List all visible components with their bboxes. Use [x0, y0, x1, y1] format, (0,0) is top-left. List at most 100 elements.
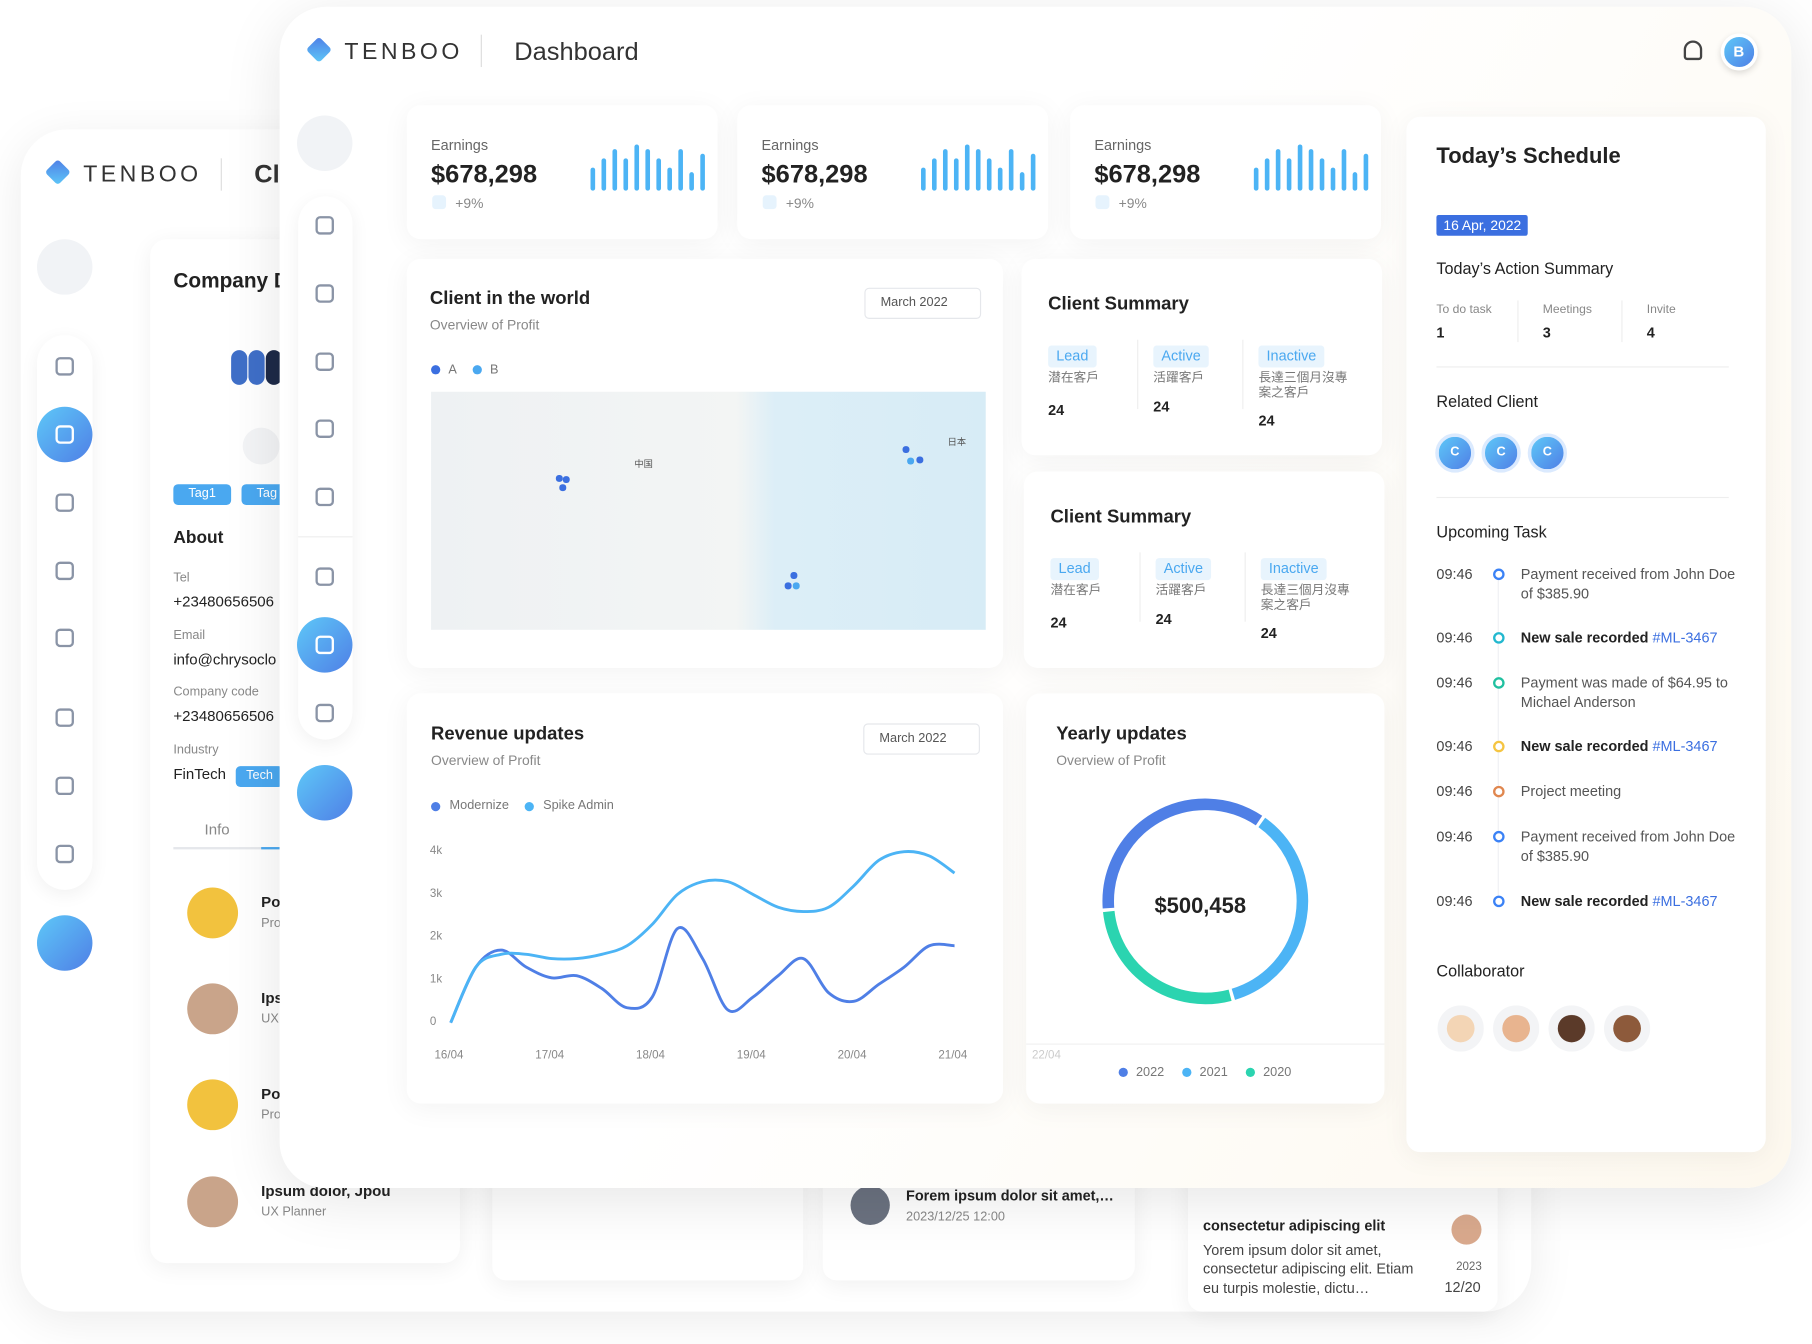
task-time: 09:46	[1436, 892, 1473, 909]
card-subtitle: Overview of Profit	[1056, 752, 1166, 769]
legend-label: 2022	[1135, 1065, 1165, 1080]
task-link[interactable]: #ML-3467	[1652, 629, 1718, 646]
add-button[interactable]	[36, 915, 93, 971]
legend-label: 2021	[1199, 1065, 1228, 1080]
avatar	[187, 1079, 239, 1131]
task-label: New sale recorded	[1520, 738, 1649, 755]
avatar	[850, 1185, 890, 1225]
task-label: New sale recorded	[1520, 629, 1649, 646]
field-value: info@chrysoclo	[173, 650, 277, 668]
card-title: Client Summary	[1050, 507, 1192, 528]
back-button[interactable]	[296, 115, 353, 172]
task-text: New sale recorded #ML-3467	[1521, 892, 1741, 912]
timeline	[1497, 580, 1499, 898]
x-tick-label: 19/04	[736, 1049, 766, 1063]
person-role: Pro	[261, 1108, 281, 1123]
field-value: FinTech	[173, 764, 226, 782]
dropdown[interactable]	[864, 287, 982, 319]
card-subtitle: Overview of Profit	[429, 316, 540, 333]
nav-icon	[55, 561, 74, 581]
company-logo	[231, 350, 248, 385]
person-role: Pro	[261, 916, 281, 931]
add-button[interactable]	[296, 765, 353, 821]
tag: Tag	[241, 484, 293, 505]
legend-label: A	[448, 363, 457, 378]
x-tick-label: 17/04	[535, 1049, 565, 1063]
summary-value: 1	[1436, 324, 1445, 341]
task-dot	[1493, 895, 1505, 908]
earnings-value: $678,298	[1094, 159, 1201, 189]
client-avatar[interactable]	[1435, 433, 1475, 473]
nav-icon	[55, 844, 74, 864]
task-time: 09:46	[1436, 629, 1473, 646]
status-value: 24	[1153, 398, 1170, 415]
client-avatar[interactable]	[1527, 433, 1568, 473]
avatar-letter: B	[1733, 42, 1745, 61]
earnings-change: +9%	[455, 195, 484, 212]
nav-active[interactable]	[296, 617, 353, 673]
map-marker	[556, 475, 563, 482]
task-label: Payment received from John Doe of $385.9…	[1520, 828, 1736, 865]
task-label: Payment was made of $64.95 to Michael An…	[1520, 674, 1728, 711]
task-label: New sale recorded	[1520, 893, 1649, 910]
status-label: 潜在客戶	[1048, 371, 1099, 386]
y-tick-label: 2k	[429, 930, 443, 943]
back-title: Cl	[254, 159, 280, 189]
change-icon	[762, 195, 777, 210]
status-tag: Inactive	[1258, 344, 1325, 367]
note-year: 2023	[1456, 1260, 1482, 1274]
collaborator-avatar	[1603, 1005, 1651, 1052]
task-link[interactable]: #ML-3467	[1652, 893, 1718, 910]
status-tag: Inactive	[1260, 557, 1327, 580]
status-tag: Lead	[1048, 344, 1097, 367]
card-title: Client Summary	[1048, 295, 1189, 315]
separator	[1436, 496, 1729, 499]
summary-label: Invite	[1646, 302, 1676, 317]
map-marker	[563, 476, 570, 483]
earnings-label: Earnings	[761, 136, 819, 154]
summary-value: 4	[1646, 324, 1655, 341]
task-text: New sale recorded #ML-3467	[1521, 629, 1741, 649]
legend-label: 2020	[1263, 1065, 1292, 1080]
section-title: Today’s Action Summary	[1436, 258, 1614, 277]
task-label: Payment received from John Doe of $385.9…	[1520, 566, 1736, 603]
legend-label: Modernize	[449, 798, 509, 813]
dropdown-label: March 2022	[879, 731, 947, 746]
back-button[interactable]	[36, 239, 93, 295]
map-marker	[785, 582, 792, 589]
task-label: Project meeting	[1520, 783, 1622, 800]
earnings-label: Earnings	[431, 136, 489, 154]
summary-label: Meetings	[1542, 302, 1592, 317]
legend-dot	[524, 801, 534, 812]
col-sep	[1621, 300, 1623, 343]
status-value: 24	[1260, 624, 1277, 641]
note-date: 12/20	[1444, 1278, 1481, 1295]
avatar	[187, 983, 239, 1035]
post-text: Forem ipsum dolor sit amet,…	[905, 1187, 1114, 1204]
nav-active[interactable]	[36, 406, 93, 463]
page-title: Dashboard	[514, 36, 639, 66]
x-tick-label: 18/04	[636, 1049, 665, 1063]
nav-icon	[315, 635, 334, 655]
user-avatar[interactable]	[1720, 33, 1758, 71]
status-tag: Active	[1155, 557, 1212, 580]
note-title: consectetur adipiscing elit	[1202, 1217, 1386, 1234]
home-icon	[242, 427, 280, 465]
col-sep	[1137, 339, 1139, 410]
dropdown[interactable]	[863, 723, 980, 755]
card	[737, 105, 1049, 240]
tab: Info	[204, 820, 230, 839]
map-marker	[902, 446, 909, 453]
summary-label: To do task	[1436, 302, 1492, 317]
status-label: 潜在客戶	[1050, 584, 1102, 598]
client-avatar[interactable]	[1481, 433, 1521, 473]
field-value: +23480656506	[173, 707, 275, 725]
bell[interactable]	[1683, 40, 1703, 61]
industry-tag: Tech	[235, 766, 284, 787]
map-marker	[559, 484, 566, 491]
status-label: 活躍客戶	[1155, 584, 1207, 598]
axis-label: 22/04	[1031, 1049, 1061, 1063]
task-link[interactable]: #ML-3467	[1652, 738, 1718, 755]
divider	[480, 34, 482, 68]
change-icon	[432, 195, 447, 210]
